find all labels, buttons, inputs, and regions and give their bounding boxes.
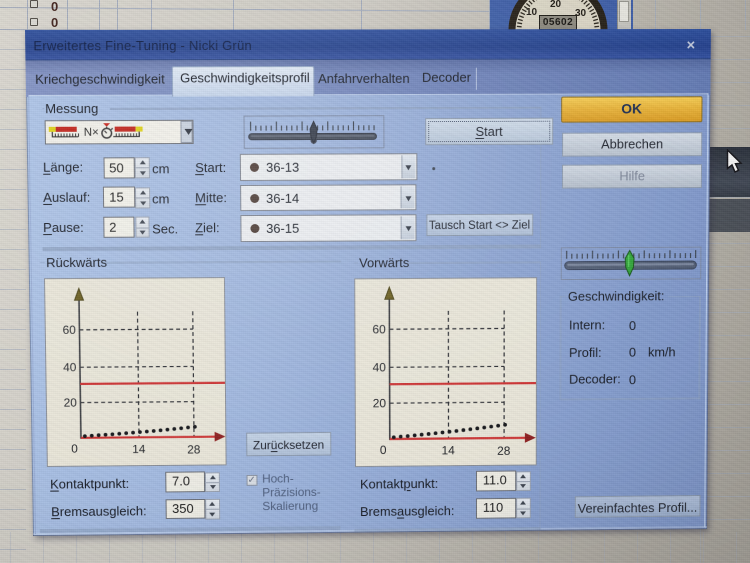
svg-text:0: 0 xyxy=(71,442,78,456)
svg-text:40: 40 xyxy=(63,360,77,374)
svg-text:0: 0 xyxy=(380,443,387,457)
svg-text:N×: N× xyxy=(84,127,99,139)
svg-text:14: 14 xyxy=(132,442,146,456)
svg-text:20: 20 xyxy=(372,396,386,410)
svg-text:14: 14 xyxy=(441,443,454,457)
svg-text:60: 60 xyxy=(372,322,386,336)
svg-text:28: 28 xyxy=(497,444,510,458)
svg-text:60: 60 xyxy=(62,323,76,337)
svg-text:28: 28 xyxy=(187,442,201,456)
svg-text:20: 20 xyxy=(64,396,78,410)
svg-text:40: 40 xyxy=(372,360,386,374)
